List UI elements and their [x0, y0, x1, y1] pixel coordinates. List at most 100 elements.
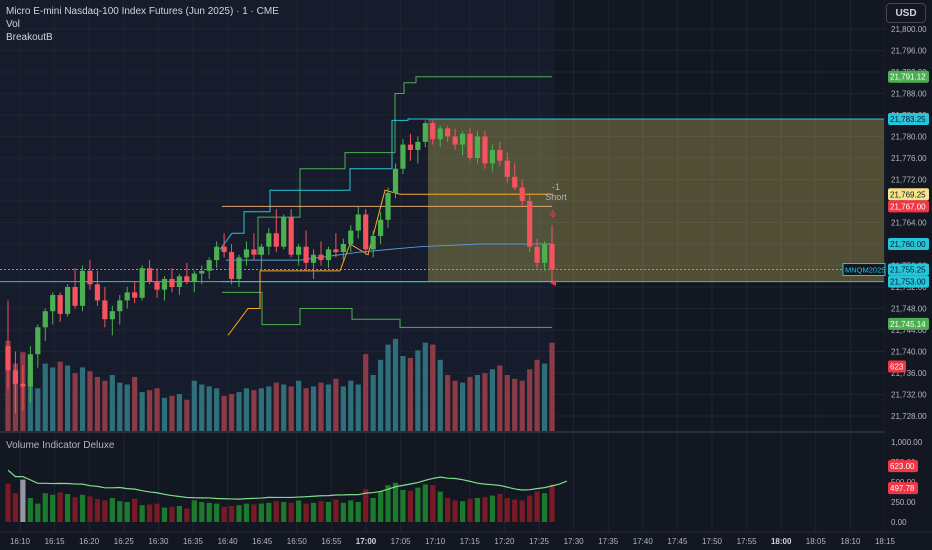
volume-bar — [325, 384, 332, 432]
candle-body — [497, 149, 503, 161]
indicator-bar — [191, 500, 197, 522]
volume-bar — [27, 375, 33, 432]
volume-bar — [459, 382, 466, 432]
candle-body — [42, 311, 48, 328]
volume-bar — [102, 380, 108, 432]
indicator-bar — [303, 503, 309, 522]
indicator-bar — [236, 505, 242, 522]
price-badge-text: 21,783.25 — [890, 115, 926, 124]
candle-body — [534, 246, 540, 263]
volume-bar — [549, 342, 555, 432]
volume-bar — [340, 386, 346, 432]
symbol-title[interactable]: Micro E-mini Nasdaq-100 Index Futures (J… — [6, 6, 279, 17]
candle-body — [333, 249, 339, 253]
time-tick-label: 16:55 — [321, 537, 342, 546]
volume-bar — [318, 382, 324, 432]
volume-bar — [214, 388, 220, 432]
candle-body — [94, 284, 101, 301]
indicator-bar — [12, 493, 19, 522]
volume-bar — [310, 386, 317, 432]
volume-bar — [363, 354, 369, 432]
indicator-bar — [281, 502, 287, 522]
candle-body — [221, 246, 227, 253]
indicator-bar — [407, 490, 414, 522]
trailing-orange-line — [227, 189, 552, 336]
candle-body — [214, 246, 220, 261]
indicator-bar — [117, 501, 123, 522]
candle-body — [519, 187, 525, 201]
candle-body — [251, 249, 257, 255]
indicator-bar — [482, 497, 488, 522]
indicator-bar — [370, 498, 376, 522]
indicator-volume-bars — [5, 482, 555, 522]
upper-inner-band — [219, 118, 552, 250]
candle-body — [370, 235, 376, 250]
volume-bar — [139, 392, 145, 432]
indicator-bar — [27, 498, 33, 522]
indicator-bar — [310, 502, 317, 522]
indicator-bar — [87, 496, 93, 522]
price-badge-text: 21,760.00 — [890, 240, 926, 249]
indicator-bar — [50, 494, 56, 522]
indicator-bar — [221, 506, 227, 522]
indicator-bar — [79, 494, 86, 522]
indicator-bar — [415, 487, 421, 522]
currency-button[interactable]: USD — [886, 3, 926, 23]
indicator-badge-text: 497.78 — [890, 484, 915, 493]
volume-bar — [355, 384, 361, 432]
volume-bar — [243, 388, 250, 432]
candle-body — [199, 270, 205, 274]
volume-bar — [191, 380, 197, 432]
indicator-bar — [176, 506, 182, 522]
indicator-bar — [489, 495, 495, 522]
time-tick-label: 16:35 — [183, 537, 204, 546]
volume-bar — [400, 356, 406, 432]
indicator-bar — [35, 503, 41, 522]
price-badge — [888, 200, 929, 213]
candle-body — [415, 141, 421, 150]
volume-bar — [378, 359, 384, 432]
volume-bar — [87, 371, 93, 432]
candle-body — [400, 144, 406, 169]
volume-bar — [370, 375, 376, 432]
candle-body — [340, 244, 346, 253]
indicator-bar — [385, 485, 391, 522]
volume-bar — [109, 375, 115, 432]
candle-body — [363, 214, 369, 250]
volume-bar — [288, 386, 294, 432]
candle-body — [430, 123, 436, 140]
candle-body — [50, 295, 56, 312]
volume-bar — [385, 344, 391, 432]
volume-bar — [281, 384, 287, 432]
lower-outer-band — [222, 291, 552, 328]
candle-body — [474, 136, 481, 158]
candle-body — [20, 383, 26, 387]
candle-body — [281, 217, 287, 247]
indicator-bar — [266, 502, 272, 522]
short-arrow — [549, 210, 557, 218]
candle-body — [184, 276, 190, 282]
indicator-bar — [214, 503, 220, 522]
volume-indicator-title[interactable]: Volume Indicator Deluxe — [6, 440, 115, 451]
candle-body — [87, 270, 93, 285]
price-tick-label: 21,776.00 — [891, 154, 927, 163]
indicator-vol-label[interactable]: Vol — [6, 19, 20, 30]
price-tick-label: 21,764.00 — [891, 219, 927, 228]
candle-body — [407, 144, 414, 150]
indicator-bar — [459, 501, 466, 522]
time-tick-label: 16:15 — [45, 537, 66, 546]
indicator-breakout-label[interactable]: BreakoutB — [6, 32, 53, 43]
indicator-bar — [57, 492, 63, 522]
indicator-bar — [549, 484, 555, 522]
volume-bar — [497, 365, 503, 432]
indicator-bar — [124, 502, 130, 522]
candle-body — [176, 276, 182, 287]
volume-bar — [541, 363, 548, 432]
volume-bar — [236, 392, 242, 432]
time-axis-bg — [0, 532, 885, 550]
indicator-bar — [258, 503, 264, 522]
candle-body — [117, 300, 123, 312]
candle-body — [459, 133, 466, 145]
